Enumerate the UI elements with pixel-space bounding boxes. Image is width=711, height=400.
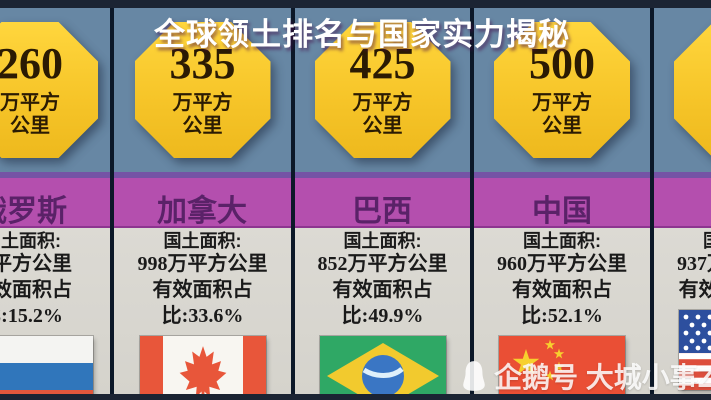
area-value: 998万平方公里 [137,253,268,275]
area-badge: 260 万平方 公里 [0,22,98,158]
badge-unit: 万平方 公里 [0,92,60,137]
column-divider [291,8,295,394]
effective-ratio: 有效面积占比: [678,279,711,301]
effective-ratio: 有效面积占比:52.1% [512,279,612,327]
bottom-frame-bar [0,394,711,400]
country-stats: 国土面积: 万平方公里 有效面积占比:15.2% [0,230,112,400]
column-canada: 335 万平方 公里 国土面积: 998万平方公里 有效面积占比:33.6% [112,8,293,400]
country-stats: 国土面积: 852万平方公里 有效面积占比:49.9% [293,230,472,400]
area-label: 国土面积: [163,231,242,251]
column-russia: 260 万平方 公里 国土面积: 万平方公里 有效面积占比:15.2% [0,8,112,400]
badge-unit: 万平方 公里 [172,92,233,137]
banner-top-stripe [0,172,711,178]
watermark: 企鹅号 大城小事Z [460,356,711,396]
effective-ratio: 有效面积占比:33.6% [152,279,253,327]
title-banner: 俄罗斯 加拿大 巴西 中国 美国 [0,172,711,228]
octagon-badge: 425 万平方 公里 [314,22,451,158]
badge-unit: 万平方 公里 [532,92,592,137]
russia-flag [0,335,94,400]
area-value: 937万平方公里 [677,253,711,275]
octagon-badge: 万平方 公里 [674,22,711,158]
badge-value: 335 [169,39,236,88]
area-value: 960万平方公里 [497,253,627,275]
area-badge: 万平方 公里 [674,22,711,158]
area-label: 国土面积: [523,231,601,251]
effective-ratio: 有效面积占比:15.2% [0,279,72,327]
effective-ratio: 有效面积占比:49.9% [332,279,433,327]
country-stats: 国土面积: 960万平方公里 有效面积占比:52.1% [472,230,652,400]
octagon-badge: 335 万平方 公里 [134,22,271,158]
area-value: 万平方公里 [0,253,72,275]
badge-value: 500 [529,39,595,88]
badge-value: 260 [0,39,63,88]
country-name-brazil: 巴西 [352,195,412,228]
area-badge: 335 万平方 公里 [134,22,271,158]
country-name-canada: 加拿大 [157,195,247,228]
usa-flag [678,309,711,391]
penguin-icon [463,361,485,391]
area-label: 国土面积: [652,230,711,252]
octagon-badge: 260 万平方 公里 [0,22,98,158]
area-label: 国土面积: [343,231,422,251]
top-frame-bar [0,0,711,8]
badge-unit: 万平方 公里 [352,92,413,137]
octagon-badge: 500 万平方 公里 [494,22,630,158]
column-usa: 万平方 公里 国土面积: 937万平方公里 有效面积占比: [652,8,711,394]
country-stats: 国土面积: 998万平方公里 有效面积占比:33.6% [112,230,293,400]
china-flag [498,335,626,400]
badge-value: 425 [349,39,416,88]
column-divider [470,8,474,394]
country-stats: 国土面积: 937万平方公里 有效面积占比: [652,230,711,391]
area-label: 国土面积: [0,231,61,251]
column-divider [650,8,654,394]
column-brazil: 425 万平方 公里 国土面积: 852万平方公里 有效面积占比:49.9% [293,8,472,400]
canada-flag [138,335,267,400]
area-value: 852万平方公里 [317,253,448,275]
country-name-china: 中国 [532,195,592,228]
column-divider [110,8,114,394]
column-china: 500 万平方 公里 国土面积: 960万平方公里 有效面积占比:52.1% [472,8,652,400]
area-badge: 425 万平方 公里 [314,22,451,158]
page-title: 全球领土排名与国家实力揭秘 [154,17,570,52]
country-name-russia: 俄罗斯 [0,195,67,228]
area-badge: 500 万平方 公里 [494,22,630,158]
watermark-text: 企鹅号 大城小事Z [494,362,711,393]
brazil-flag [318,335,447,400]
